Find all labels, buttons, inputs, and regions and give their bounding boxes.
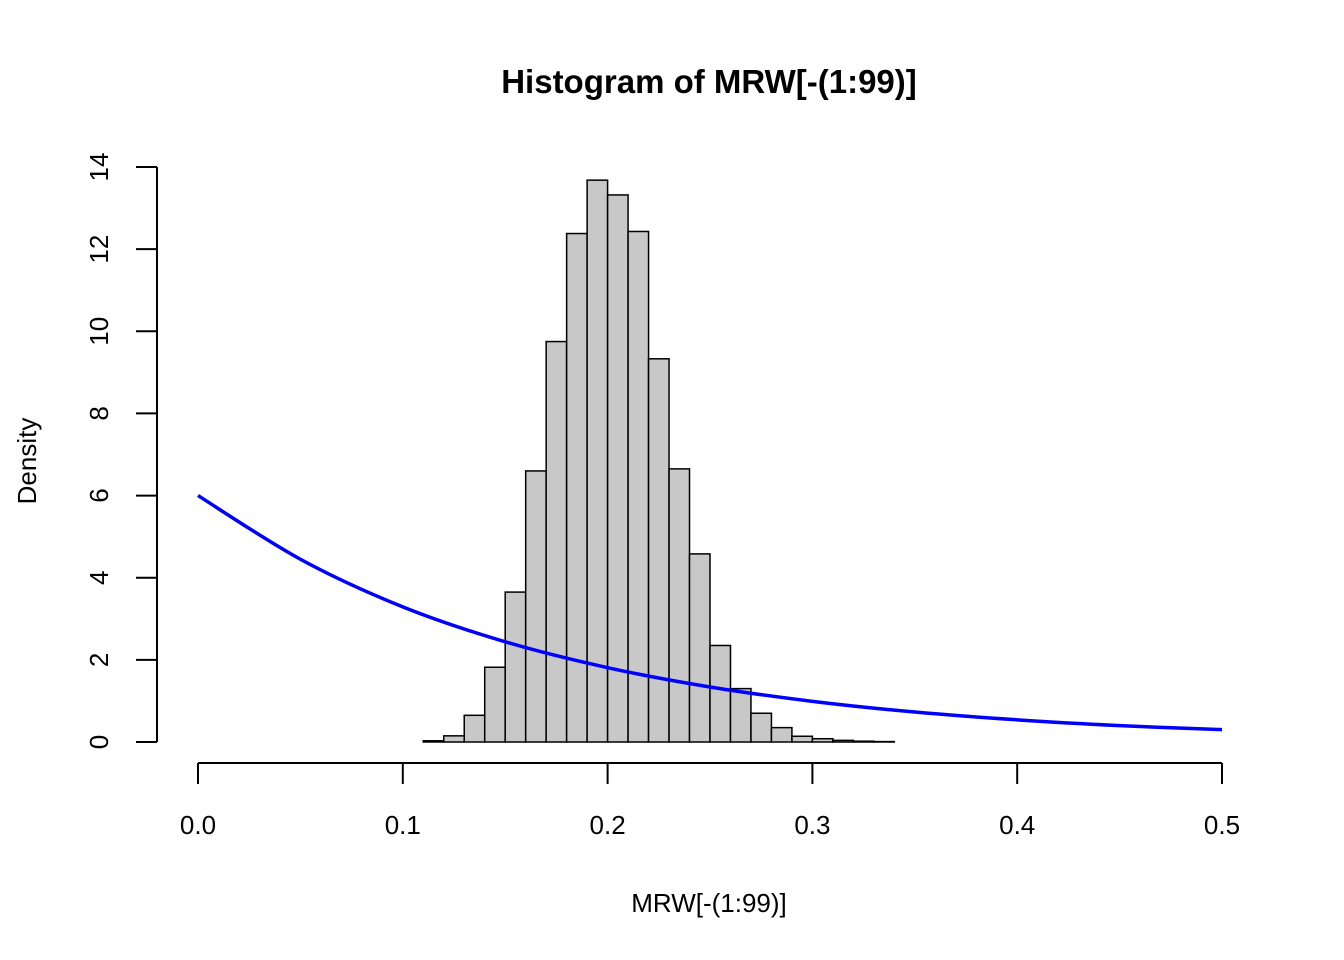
- histogram-bar: [627, 230, 650, 743]
- histogram-bar: [811, 737, 834, 743]
- y-tick-label: 10: [84, 317, 114, 346]
- histogram-bar: [852, 740, 875, 743]
- histogram-bar: [709, 644, 732, 743]
- histogram-bar: [688, 553, 711, 743]
- x-tick-label: 0.5: [1204, 810, 1240, 840]
- histogram-bar: [422, 740, 445, 743]
- x-axis-label: MRW[-(1:99)]: [631, 888, 787, 918]
- histogram-bar: [524, 470, 547, 743]
- histogram-bar: [729, 687, 752, 743]
- histogram-bar: [565, 232, 588, 743]
- density-curve: [197, 494, 1223, 732]
- y-tick-label: 2: [84, 653, 114, 667]
- y-tick-label: 8: [84, 406, 114, 420]
- y-tick-label: 4: [84, 570, 114, 584]
- x-tick-label: 0.4: [999, 810, 1035, 840]
- chart-title: Histogram of MRW[-(1:99)]: [501, 63, 917, 100]
- histogram-bar: [545, 340, 568, 743]
- y-axis: 0 2 4 6 8 10 12 14: [84, 153, 158, 749]
- histogram-bar: [463, 714, 486, 743]
- histogram-bar: [483, 666, 506, 743]
- y-tick-label: 0: [84, 735, 114, 749]
- histogram-bar: [750, 712, 773, 743]
- x-tick-label: 0.1: [385, 810, 421, 840]
- histogram-bar: [668, 468, 691, 743]
- y-tick-label: 12: [84, 235, 114, 264]
- x-tick-label: 0.2: [590, 810, 626, 840]
- histogram-bar: [770, 726, 793, 743]
- x-tick-label: 0.3: [794, 810, 830, 840]
- histogram-bar: [647, 358, 670, 743]
- histogram-bar: [586, 179, 609, 743]
- y-tick-label: 6: [84, 488, 114, 502]
- histogram-bar: [504, 591, 527, 743]
- x-axis: 0.0 0.1 0.2 0.3 0.4 0.5: [180, 762, 1240, 840]
- histogram-bar: [832, 739, 855, 743]
- x-tick-label: 0.0: [180, 810, 216, 840]
- histogram-bar: [606, 194, 629, 743]
- y-axis-label: Density: [12, 418, 42, 505]
- histogram-bar: [791, 735, 814, 743]
- y-tick-label: 14: [84, 153, 114, 182]
- histogram-bars: [422, 179, 896, 743]
- histogram-bar: [443, 735, 465, 743]
